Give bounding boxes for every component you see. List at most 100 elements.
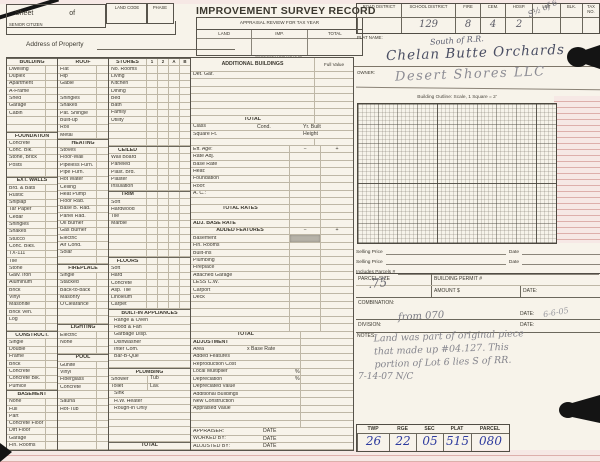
date-label: Date — [508, 260, 519, 265]
parcel-number-value: 515 — [443, 434, 471, 451]
plus-cell — [320, 287, 353, 294]
check-cell — [45, 427, 57, 435]
form-row: ADJUSTED BY: DATE — [191, 443, 353, 451]
check-cell — [45, 73, 57, 80]
form-row: WORKED BY: DATE — [191, 436, 353, 443]
district-header: BLK. — [560, 4, 582, 18]
form-row: ROOF — [58, 58, 108, 67]
value-cell — [300, 361, 353, 368]
check-cell — [96, 316, 108, 323]
check-cell — [96, 80, 108, 88]
check-cell — [96, 442, 108, 449]
check-cell — [179, 258, 190, 265]
row-label: Conc. Blks. — [9, 243, 36, 249]
form-row — [109, 124, 190, 132]
check-cell — [157, 109, 168, 117]
minus-cell — [289, 205, 320, 212]
row-right-label: Yr. Built — [303, 123, 321, 130]
check-cell — [146, 183, 157, 190]
row-label: Base B. Rad. — [60, 206, 91, 212]
row-label: ROOF — [75, 59, 91, 65]
check-cell — [179, 117, 190, 124]
form-row: Flat — [58, 66, 108, 74]
form-row: Concrete — [58, 384, 108, 392]
plus-cell — [320, 190, 353, 197]
row-label: Sink — [114, 391, 125, 397]
check-cell — [157, 265, 168, 272]
check-cell — [157, 80, 168, 88]
row-label: FOUNDATION — [14, 133, 50, 139]
form-row — [109, 228, 190, 236]
form-row: Garbage Disp. — [109, 332, 190, 340]
check-cell — [45, 140, 57, 147]
form-row: LIGHTING — [58, 323, 108, 332]
form-row: Base Rate — [191, 160, 353, 169]
row-label: Range & Oven — [114, 317, 149, 323]
row-label: Det. Gar. — [193, 72, 214, 78]
row-label: Fin. Rooms — [193, 243, 220, 249]
row-label: Fireplace — [193, 265, 215, 271]
form-row — [58, 427, 108, 436]
form-row: Pumice — [7, 383, 57, 391]
row-label: Roof: — [193, 183, 206, 189]
row-label: Deck — [193, 295, 205, 301]
form-row: BASEMENT — [7, 390, 57, 399]
row-label: Plast. Brd. — [111, 169, 135, 175]
row-label: EXT. WALLS — [16, 178, 48, 184]
form-row: Masonite — [7, 301, 57, 310]
check-cell — [45, 353, 57, 361]
check-cell — [179, 265, 190, 272]
check-cell — [146, 138, 157, 146]
notes-date-handwritten: 7-14-07 N/C — [358, 372, 414, 382]
form-row: Floor-Wall — [58, 154, 108, 163]
address-underline — [97, 49, 235, 50]
check-cell — [179, 279, 190, 287]
row-label: Stone, Brick — [9, 155, 37, 161]
form-row: Log — [7, 316, 57, 324]
full-value-cell — [314, 79, 353, 86]
page-title: IMPROVEMENT SURVEY RECORD — [196, 5, 376, 17]
combination-label: COMBINATION: — [358, 300, 395, 306]
form-row: Depreciated Value — [191, 383, 353, 391]
row-label: Back-to-back — [60, 287, 91, 293]
form-row — [191, 301, 353, 310]
form-row: Built-up — [58, 117, 108, 125]
form-row — [109, 131, 190, 139]
check-cell — [96, 405, 108, 413]
selling-price-underline — [385, 256, 506, 265]
row-label: Shiplap — [9, 200, 27, 206]
row-label: LESS C.W. — [193, 280, 219, 286]
row-label: Brd. & Bats — [9, 185, 36, 191]
form-row: Additional Buildings — [191, 390, 353, 399]
form-row: Marble — [109, 220, 190, 229]
form-row — [191, 86, 353, 95]
form-row: Sauna — [58, 398, 108, 406]
check-cell — [168, 206, 179, 213]
row-label: Insulation — [111, 184, 134, 190]
form-row — [7, 323, 57, 331]
form-row: Oil Burner — [58, 220, 108, 228]
check-cell — [146, 199, 157, 206]
parcel-size-value-cell — [356, 286, 432, 297]
form-row: Heat: — [191, 168, 353, 176]
check-cell — [179, 183, 190, 190]
check-cell — [96, 169, 108, 176]
check-cell — [146, 66, 157, 73]
check-cell — [45, 162, 57, 169]
form-row: Fireplace — [191, 264, 353, 273]
form-row: Panel Rad. — [58, 213, 108, 221]
check-cell — [179, 242, 190, 249]
check-cell — [179, 88, 190, 95]
form-row — [58, 413, 108, 421]
row-label: Pipeless Furn. — [60, 162, 94, 168]
row-mid-label: Cond. — [257, 123, 271, 130]
form-row: None — [7, 398, 57, 406]
row-label: Hardwood — [111, 206, 135, 212]
value-cell — [300, 339, 353, 346]
check-cell — [45, 346, 57, 353]
district-header: HOSP. — [505, 4, 532, 18]
includes-parcels-row: Includes Parcels # — [356, 265, 600, 275]
check-cell — [45, 169, 57, 176]
form-row: Stucco — [7, 236, 57, 244]
check-cell — [45, 236, 57, 243]
